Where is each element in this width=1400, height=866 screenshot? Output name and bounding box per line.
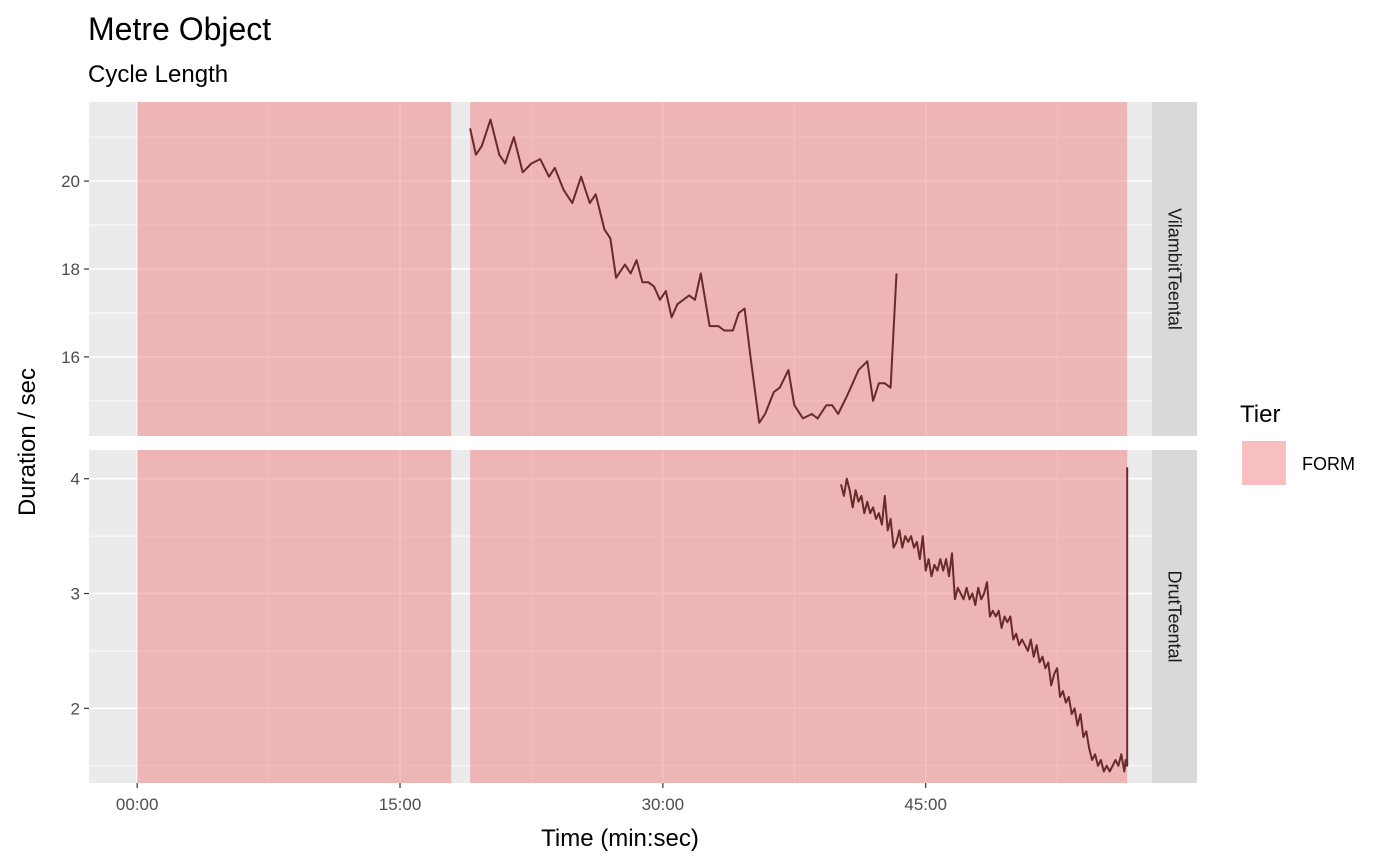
series-line [469,118,898,424]
tier-span-form [137,450,452,783]
tier-span-form [137,102,452,436]
x-tick-label: 45:00 [904,795,947,814]
y-tick-label: 2 [71,699,80,718]
chart-subtitle: Cycle Length [88,61,228,88]
tier-span-form [470,102,1128,436]
y-tick-label: 20 [61,172,80,191]
legend-key-form [1242,441,1286,485]
legend-title: Tier [1240,401,1280,428]
series-line [840,467,1129,773]
y-axis-title: Duration / sec [14,368,41,516]
legend-label-form: FORM [1302,454,1355,474]
x-tick-label: 30:00 [642,795,685,814]
strip-background [1152,450,1197,783]
strip-label: VilambitTeental [1165,208,1185,330]
y-tick-label: 4 [71,470,80,489]
x-axis-title: Time (min:sec) [541,825,699,852]
y-tick-label: 18 [61,260,80,279]
legend: Tier FORM [1240,401,1355,485]
strip-background [1152,102,1197,436]
facet-panels: 16 18 20 VilambitTeental 2 3 4 DrutTeental [61,102,1197,783]
strip-label: DrutTeental [1165,570,1185,662]
y-tick-label: 3 [71,585,80,604]
x-axis: 00:00 15:00 30:00 45:00 [116,783,947,814]
panel-drutteental: 2 3 4 DrutTeental [71,450,1197,783]
tier-span-form [470,450,1128,783]
x-tick-label: 15:00 [379,795,422,814]
x-tick-label: 00:00 [116,795,159,814]
chart-title: Metre Object [88,11,271,47]
y-tick-label: 16 [61,348,80,367]
panel-vilambitteental: 16 18 20 VilambitTeental [61,102,1197,436]
